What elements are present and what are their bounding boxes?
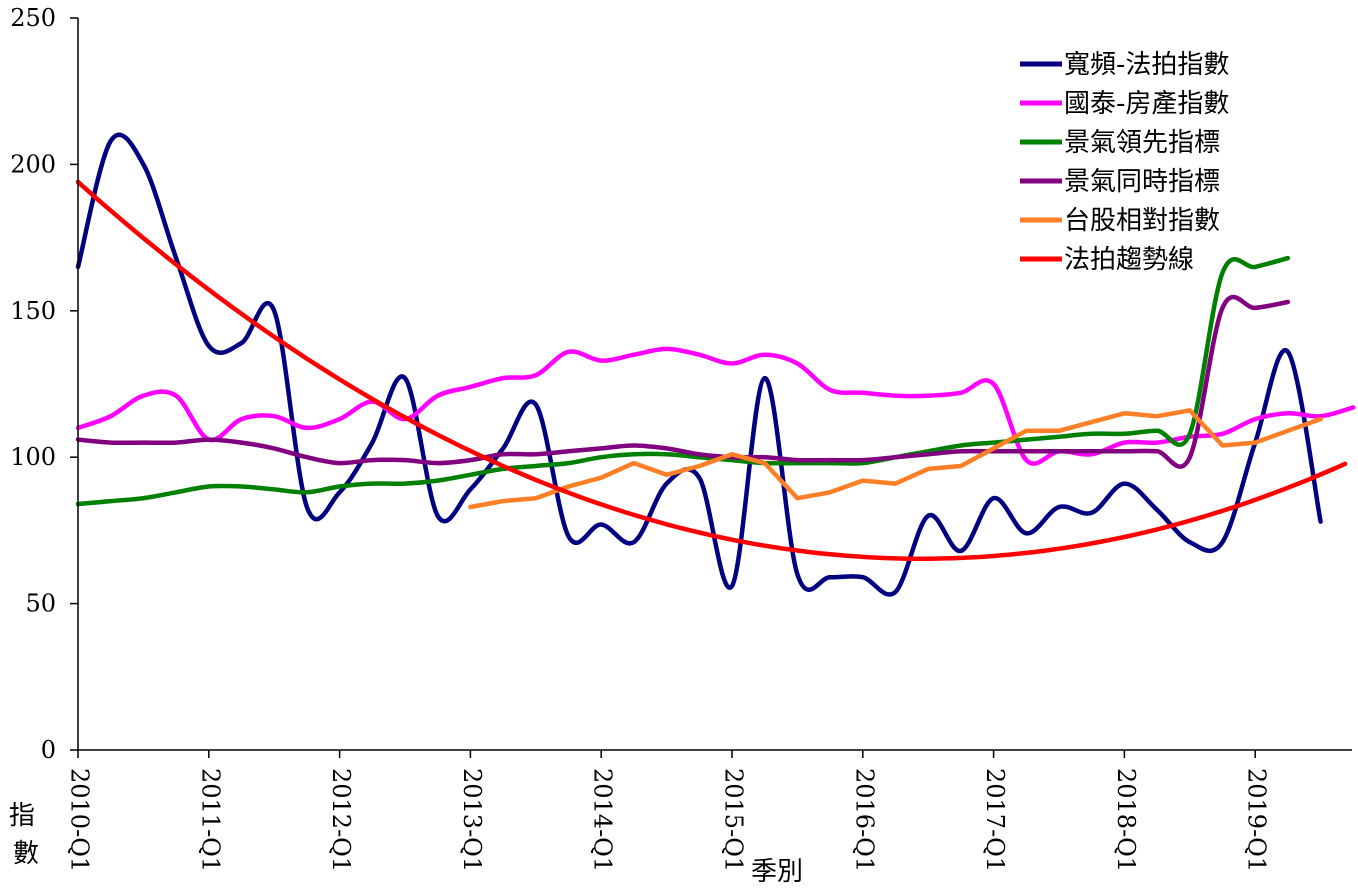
y-tick-label: 200: [10, 150, 56, 178]
x-tick-label: 2015-Q1: [720, 768, 748, 872]
legend-label: 寬頻-法拍指數: [1064, 50, 1229, 80]
plot-lines: [75, 132, 1356, 597]
y-tick-label: 250: [10, 4, 56, 32]
y-tick-label: 100: [10, 443, 56, 471]
x-tick-label: 2012-Q1: [327, 768, 355, 872]
legend-label: 國泰-房產指數: [1064, 89, 1229, 119]
x-axis: 2010-Q1 2011-Q1 2012-Q1 2013-Q1 2014-Q1 2015-…: [66, 749, 1352, 872]
x-tick-label: 2017-Q1: [981, 768, 1009, 872]
legend-label: 景氣同時指標: [1064, 167, 1220, 197]
x-tick-label: 2016-Q1: [850, 768, 878, 872]
y-axis: 0 50 100 150 200 250: [10, 4, 79, 764]
series-line-0: [75, 132, 1323, 597]
legend-label: 台股相對指數: [1064, 206, 1220, 236]
x-axis-title: 季別: [751, 857, 803, 887]
x-tick-label: 2013-Q1: [458, 768, 486, 872]
y-tick-label: 50: [25, 590, 56, 618]
x-tick-label: 2014-Q1: [589, 768, 617, 872]
y-tick-label: 150: [10, 297, 56, 325]
x-tick-label: 2011-Q1: [196, 768, 224, 872]
legend-label: 景氣領先指標: [1064, 128, 1220, 158]
x-tick-label: 2018-Q1: [1112, 768, 1140, 872]
y-axis-title: 指 數: [9, 801, 43, 869]
x-tick-label: 2019-Q1: [1243, 768, 1271, 872]
x-tick-label: 2010-Q1: [66, 768, 94, 872]
series-line-1: [75, 346, 1356, 466]
series-line-3: [75, 294, 1291, 469]
series-line-4: [468, 408, 1323, 510]
legend-label: 法拍趨勢線: [1064, 245, 1194, 275]
series-line-2: [75, 255, 1291, 507]
y-tick-label: 0: [41, 736, 56, 764]
series-line-5: [75, 179, 1348, 561]
